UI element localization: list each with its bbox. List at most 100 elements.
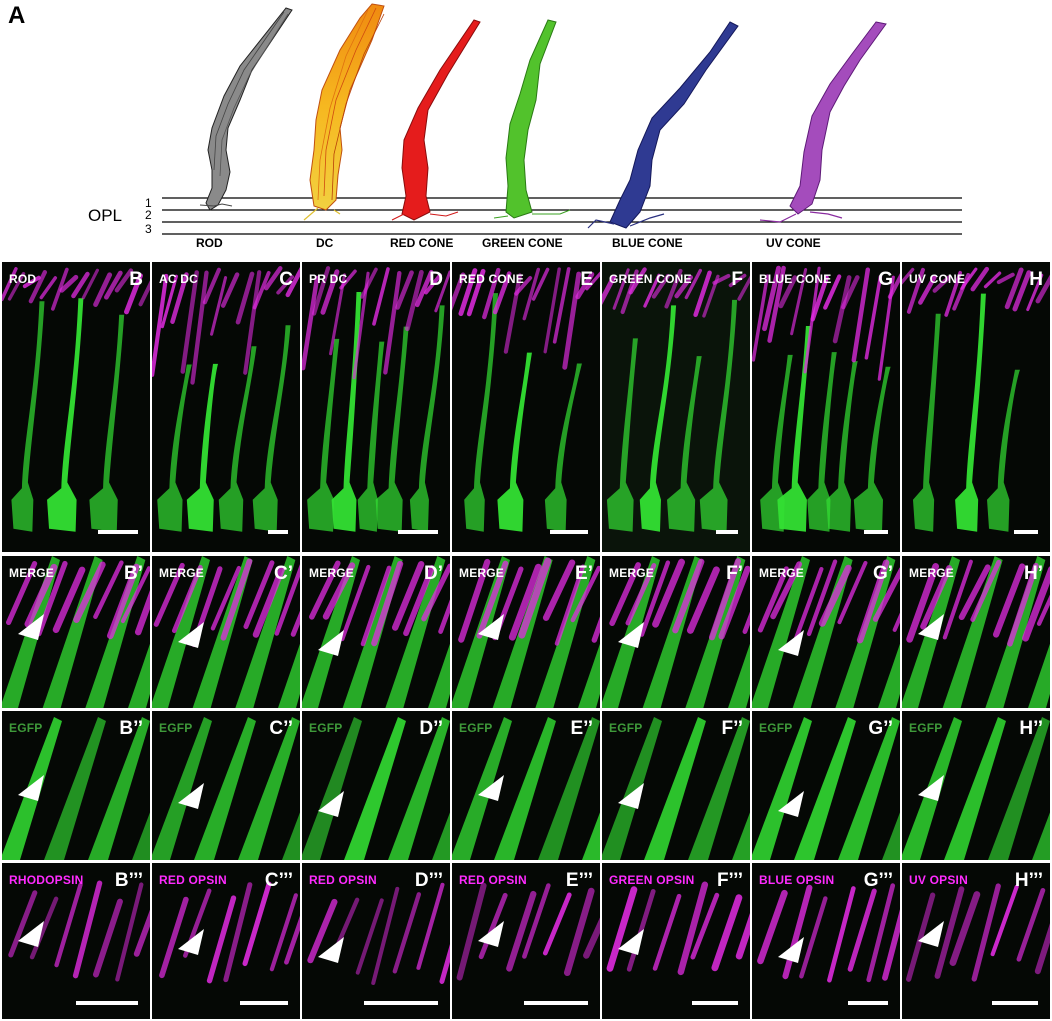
fluorescence-image xyxy=(752,556,900,708)
fluorescence-image xyxy=(307,882,450,985)
arrowhead-marker xyxy=(618,622,644,648)
micrograph-panel: ROD B xyxy=(2,262,150,552)
scale-bar xyxy=(848,1001,888,1005)
fluorescence-image xyxy=(902,556,1050,708)
micrograph-panel: MERGE F’ xyxy=(602,556,750,708)
fluorescence-image xyxy=(452,717,600,860)
arrowhead-marker xyxy=(18,614,44,640)
arrowhead-marker xyxy=(318,791,344,817)
cell-type-label: RED CONE xyxy=(390,236,454,250)
panel-letter: E’’’ xyxy=(565,870,593,891)
egfp-label: EGFP xyxy=(159,721,193,735)
scale-bar xyxy=(1014,530,1038,534)
blue-cone-reconstruction xyxy=(587,21,739,229)
micrograph-panel: UV OPSIN H’’’ xyxy=(902,863,1050,1019)
panel-a: A OPL 1 2 3 xyxy=(0,0,1052,262)
micrograph-panel: EGFP D’’ xyxy=(302,711,450,860)
fluorescence-image xyxy=(602,267,750,532)
arrowhead-marker xyxy=(918,775,944,801)
merge-label: MERGE xyxy=(9,566,55,580)
fluorescence-image xyxy=(8,880,150,982)
egfp-label: EGFP xyxy=(909,721,943,735)
scale-bar xyxy=(692,1001,738,1005)
panel-title: UV CONE xyxy=(909,272,966,286)
panel-letter: C’’’ xyxy=(264,870,293,891)
micrograph-panel: EGFP H’’ xyxy=(902,711,1050,860)
panel-letter: B’’ xyxy=(119,718,143,739)
merge-label: MERGE xyxy=(609,566,655,580)
rod-reconstruction xyxy=(199,7,293,211)
scale-bar xyxy=(550,530,588,534)
micrograph-panel: MERGE G’ xyxy=(752,556,900,708)
micrograph-grid: ROD B MERGE B’ EGFP B’’ RHODOPSIN B’’’ AC DC C MER… xyxy=(0,262,1052,1021)
panel-letter: G’’ xyxy=(868,718,893,739)
opsin-label: RED OPSIN xyxy=(459,873,527,887)
arrowhead-marker xyxy=(18,775,44,801)
egfp-label: EGFP xyxy=(459,721,493,735)
fluorescence-image xyxy=(906,883,1050,982)
panel-letter: E xyxy=(580,269,593,290)
opsin-label: GREEN OPSIN xyxy=(609,873,695,887)
panel-letter: F’’ xyxy=(721,718,743,739)
scale-bar xyxy=(364,1001,438,1005)
green-cone-reconstruction xyxy=(493,19,571,219)
cell-type-label: ROD xyxy=(196,236,223,250)
panel-letter: H’’’ xyxy=(1014,870,1043,891)
opsin-label: RED OPSIN xyxy=(309,873,377,887)
micrograph-panel: EGFP C’’ xyxy=(152,711,300,860)
panel-letter: B xyxy=(129,269,143,290)
arrowhead-marker xyxy=(618,783,644,809)
micrograph-panel: PR DC D xyxy=(302,262,450,552)
arrowhead-marker xyxy=(478,921,504,947)
micrograph-panel: MERGE H’ xyxy=(902,556,1050,708)
micrograph-panel: RED CONE E xyxy=(452,262,600,552)
fluorescence-image xyxy=(606,881,750,976)
panel-letter: C’’ xyxy=(269,718,293,739)
arrowhead-marker xyxy=(618,929,644,955)
panel-letter: D’’’ xyxy=(414,870,443,891)
arrowhead-marker xyxy=(778,937,804,963)
micrograph-panel: BLUE CONE G xyxy=(752,262,900,552)
arrowhead-marker xyxy=(178,929,204,955)
arrowhead-marker xyxy=(318,937,344,963)
fluorescence-image xyxy=(602,717,750,860)
layer-number: 2 xyxy=(145,208,152,222)
micrograph-panel: BLUE OPSIN G’’’ xyxy=(752,863,900,1019)
cell-reconstructions xyxy=(162,3,962,235)
cell-type-label: BLUE CONE xyxy=(612,236,683,250)
merge-label: MERGE xyxy=(909,566,955,580)
panel-title: PR DC xyxy=(309,272,348,286)
micrograph-panel: EGFP E’’ xyxy=(452,711,600,860)
fluorescence-image xyxy=(2,717,150,860)
panel-title: RED CONE xyxy=(459,272,524,286)
fluorescence-image xyxy=(152,717,300,860)
panel-letter: G’’’ xyxy=(863,870,893,891)
panel-letter: C’ xyxy=(274,563,293,584)
panel-letter: E’ xyxy=(575,563,593,584)
fluorescence-image xyxy=(456,882,600,981)
micrograph-panel: GREEN CONE F xyxy=(602,262,750,552)
cell-type-label: UV CONE xyxy=(766,236,821,250)
panel-letter: B’’’ xyxy=(114,870,143,891)
arrowhead-marker xyxy=(778,630,804,656)
panel-title: AC DC xyxy=(159,272,198,286)
arrowhead-marker xyxy=(918,921,944,947)
fluorescence-image xyxy=(752,265,900,532)
fluorescence-image xyxy=(752,717,900,860)
opsin-label: BLUE OPSIN xyxy=(759,873,835,887)
scale-bar xyxy=(98,530,138,534)
panel-letter: H’ xyxy=(1024,563,1043,584)
fluorescence-image xyxy=(452,267,600,532)
merge-label: MERGE xyxy=(759,566,805,580)
panel-letter: C xyxy=(279,269,293,290)
cell-type-label: DC xyxy=(316,236,334,250)
opsin-label: RHODOPSIN xyxy=(9,873,84,887)
panel-letter: D’’ xyxy=(419,718,443,739)
dc-reconstruction xyxy=(303,3,385,221)
opsin-label: RED OPSIN xyxy=(159,873,227,887)
fluorescence-image xyxy=(602,556,750,708)
fluorescence-image xyxy=(152,556,300,708)
fluorescence-image xyxy=(159,881,300,984)
panel-title: ROD xyxy=(9,272,37,286)
arrowhead-marker xyxy=(478,614,504,640)
